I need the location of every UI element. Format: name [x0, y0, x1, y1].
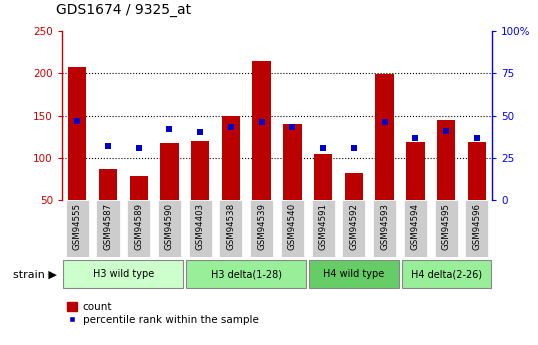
Text: GSM94589: GSM94589 — [134, 203, 143, 250]
Text: GSM94539: GSM94539 — [257, 203, 266, 250]
Text: GSM94587: GSM94587 — [103, 203, 112, 250]
Bar — [435, 200, 458, 257]
FancyBboxPatch shape — [309, 260, 399, 288]
Bar — [283, 124, 302, 200]
Bar — [406, 142, 424, 200]
Text: GSM94555: GSM94555 — [73, 203, 82, 250]
Bar — [252, 61, 271, 200]
Bar — [220, 200, 243, 257]
Bar — [342, 200, 365, 257]
Bar — [191, 141, 209, 200]
Bar — [281, 200, 304, 257]
Text: H3 delta(1-28): H3 delta(1-28) — [211, 269, 282, 279]
Text: GSM94540: GSM94540 — [288, 203, 297, 250]
Bar — [312, 200, 335, 257]
FancyBboxPatch shape — [401, 260, 491, 288]
Text: H4 wild type: H4 wild type — [323, 269, 385, 279]
Text: GSM94591: GSM94591 — [318, 203, 328, 250]
Bar — [68, 67, 87, 200]
Bar — [404, 200, 427, 257]
Text: GSM94592: GSM94592 — [349, 203, 358, 250]
Bar — [127, 200, 150, 257]
Text: GSM94403: GSM94403 — [196, 203, 205, 250]
Text: GSM94596: GSM94596 — [472, 203, 482, 250]
Bar — [314, 154, 332, 200]
Text: GDS1674 / 9325_at: GDS1674 / 9325_at — [56, 3, 192, 17]
Bar — [465, 200, 489, 257]
Bar — [160, 142, 179, 200]
Text: GSM94590: GSM94590 — [165, 203, 174, 250]
Bar — [130, 176, 148, 200]
Text: GSM94595: GSM94595 — [442, 203, 451, 250]
Bar — [376, 74, 394, 200]
Legend: count, percentile rank within the sample: count, percentile rank within the sample — [67, 302, 259, 325]
Text: strain ▶: strain ▶ — [12, 269, 56, 279]
Text: GSM94538: GSM94538 — [226, 203, 236, 250]
Bar — [96, 200, 119, 257]
Bar — [345, 173, 363, 200]
FancyBboxPatch shape — [186, 260, 306, 288]
Text: H3 wild type: H3 wild type — [93, 269, 154, 279]
Bar — [66, 200, 89, 257]
Text: GSM94593: GSM94593 — [380, 203, 389, 250]
Bar — [99, 169, 117, 200]
Text: GSM94594: GSM94594 — [411, 203, 420, 250]
Bar — [373, 200, 396, 257]
Bar — [158, 200, 181, 257]
Bar — [437, 120, 455, 200]
Bar — [189, 200, 212, 257]
Bar — [250, 200, 273, 257]
Bar — [468, 142, 486, 200]
Text: H4 delta(2-26): H4 delta(2-26) — [410, 269, 482, 279]
FancyBboxPatch shape — [63, 260, 183, 288]
Bar — [222, 116, 240, 200]
